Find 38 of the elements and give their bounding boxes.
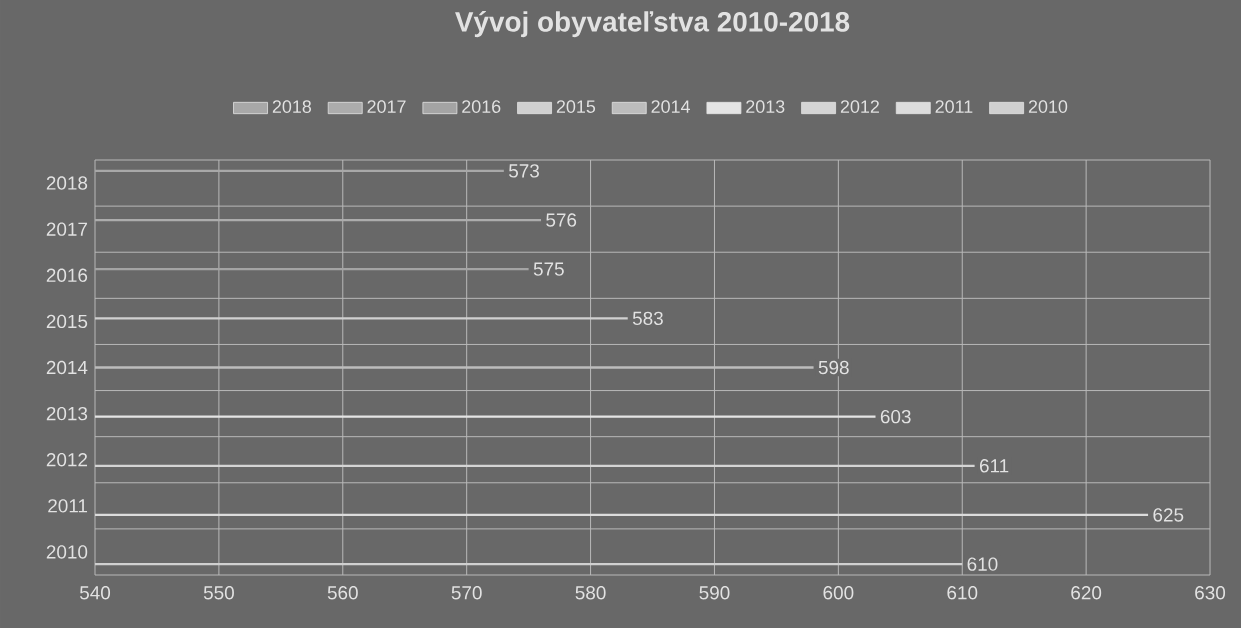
legend-label: 2012 (840, 100, 879, 113)
y-tick-label: 2013 (46, 406, 88, 421)
x-tick-label: 590 (699, 586, 730, 600)
data-label: 611 (980, 459, 1009, 473)
y-tick-label: 2011 (48, 499, 88, 513)
data-label: 598 (818, 360, 849, 375)
x-tick-label: 540 (79, 586, 111, 600)
data-label: 625 (1153, 508, 1184, 522)
y-tick-label: 2015 (46, 314, 88, 329)
data-label: 583 (632, 311, 663, 326)
legend-label: 2013 (746, 100, 785, 113)
x-tick-label: 620 (1071, 586, 1102, 600)
y-tick-label: 2017 (46, 222, 88, 236)
x-tick-label: 630 (1195, 586, 1226, 600)
chart-title: Vývoj obyvateľstva 2010-2018 (455, 10, 850, 38)
y-tick-label: 2012 (46, 453, 88, 467)
x-tick-label: 570 (451, 586, 482, 600)
x-tick-label: 610 (947, 586, 978, 600)
legend-label: 2011 (935, 100, 973, 113)
legend-label: 2017 (367, 100, 406, 113)
y-tick-label: 2014 (46, 360, 88, 375)
legend-label: 2016 (462, 100, 501, 113)
y-tick-label: 2010 (46, 545, 88, 559)
legend-label: 2014 (651, 100, 690, 113)
x-tick-label: 560 (327, 586, 358, 600)
data-label: 610 (967, 557, 998, 571)
x-tick-label: 580 (575, 586, 606, 600)
x-tick-label: 600 (823, 586, 854, 600)
data-label: 575 (533, 262, 564, 276)
legend-label: 2010 (1028, 100, 1068, 113)
legend-label: 2018 (272, 100, 312, 113)
y-tick-label: 2016 (46, 268, 88, 282)
data-label: 573 (509, 164, 539, 178)
x-tick-label: 550 (203, 586, 234, 600)
data-label: 603 (880, 409, 911, 424)
y-tick-label: 2018 (46, 176, 88, 190)
data-label: 576 (546, 213, 577, 227)
legend-label: 2015 (556, 100, 596, 113)
